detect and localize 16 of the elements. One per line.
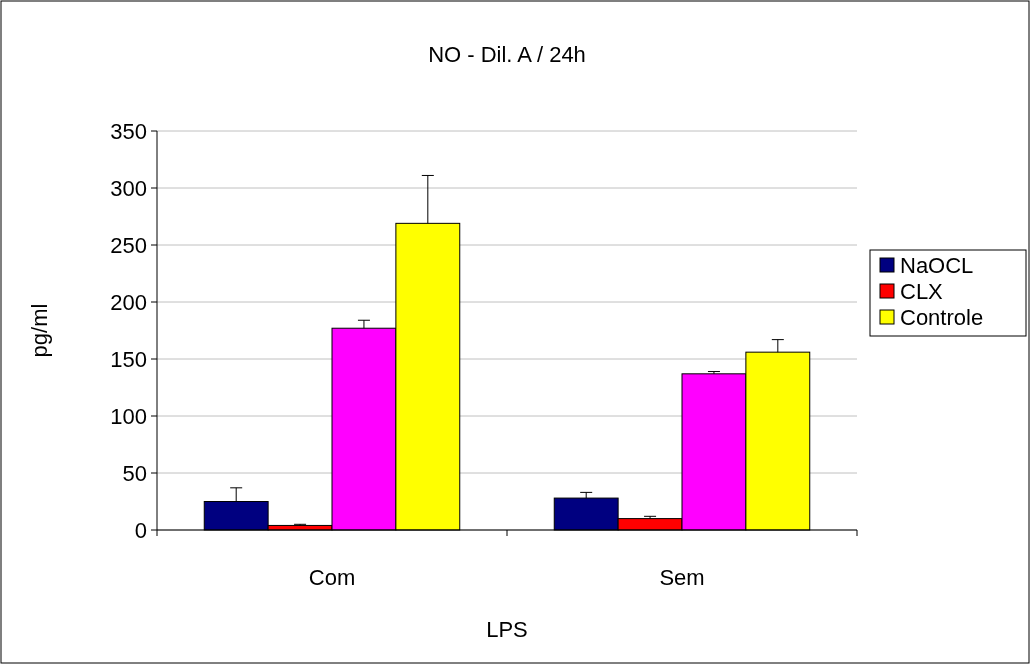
legend-label: NaOCL — [900, 252, 974, 278]
x-tick-label: Com — [308, 565, 356, 590]
chart-title: NO - Dil. A / 24h — [428, 42, 586, 67]
y-tick-label: 350 — [110, 118, 147, 144]
y-axis-title: pg/ml — [27, 303, 52, 358]
y-tick-label: 50 — [122, 460, 147, 486]
y-tick-label: 150 — [110, 346, 147, 372]
legend-label: Controle — [900, 304, 984, 330]
y-tick-label: 0 — [134, 517, 147, 543]
y-tick-label: 100 — [110, 403, 147, 429]
y-tick-label: 250 — [110, 232, 147, 258]
legend-label: CLX — [900, 278, 944, 304]
x-tick-label: Sem — [659, 565, 705, 590]
x-axis-title: LPS — [486, 617, 528, 642]
y-tick-label: 200 — [110, 289, 147, 315]
y-tick-label: 300 — [110, 175, 147, 201]
